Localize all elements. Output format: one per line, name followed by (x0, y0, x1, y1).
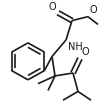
Text: O: O (89, 5, 97, 15)
Text: NH: NH (68, 42, 83, 52)
Text: O: O (48, 2, 56, 12)
Text: O: O (82, 48, 90, 57)
